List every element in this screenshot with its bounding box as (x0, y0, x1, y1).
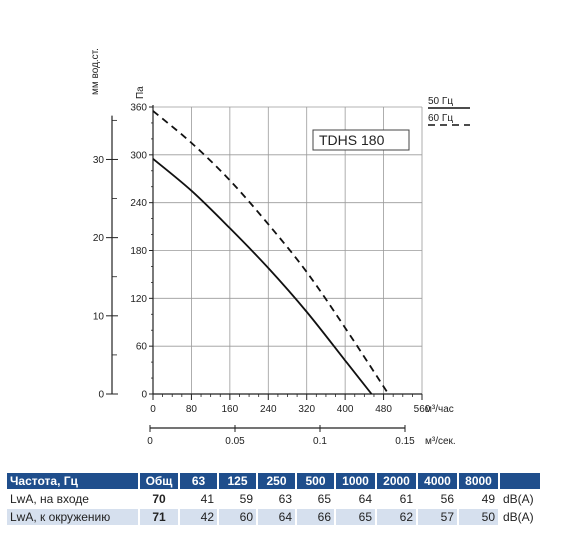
noise-table: Частота, Гц Общ 63 125 250 500 1000 2000… (5, 471, 542, 527)
row-value: 57 (418, 509, 457, 525)
header-250: 250 (258, 473, 295, 489)
x2-tick-label: 0.15 (395, 436, 415, 447)
x-tick-label: 160 (222, 404, 239, 415)
x2-tick-label: 0.1 (313, 436, 327, 447)
x-tick-label: 320 (298, 404, 315, 415)
y-tick-label: 120 (130, 294, 147, 305)
y-tick-label: 360 (130, 103, 147, 114)
row-value: 65 (336, 509, 375, 525)
header-2000: 2000 (377, 473, 416, 489)
curves (152, 110, 390, 395)
row-value: 59 (219, 491, 256, 507)
x2-tick-label: 0 (147, 436, 153, 447)
y-tick-label: 300 (130, 150, 147, 161)
y-tick-label: 0 (141, 390, 147, 401)
row-value: 50 (459, 509, 498, 525)
model-label: TDHS 180 (319, 132, 385, 148)
grid (152, 106, 423, 395)
header-8000: 8000 (459, 473, 498, 489)
x2-axis-title: м³/сек. (425, 436, 456, 447)
header-1000: 1000 (336, 473, 375, 489)
curve-50hz (152, 158, 373, 395)
row-value: 64 (336, 491, 375, 507)
y-axis-title: Па (135, 86, 146, 99)
x-tick-label: 400 (337, 404, 354, 415)
model-label-box (312, 129, 410, 151)
x-tick-label: 560 (414, 404, 431, 415)
legend-label: 50 Гц (428, 96, 453, 107)
x-tick-label: 480 (375, 404, 392, 415)
x-tick-label: 240 (260, 404, 277, 415)
table-header-row: Частота, Гц Общ 63 125 250 500 1000 2000… (7, 473, 540, 489)
header-total: Общ (140, 473, 178, 489)
header-500: 500 (297, 473, 334, 489)
row-unit: dB(A) (503, 510, 534, 524)
row-value: 41 (180, 491, 217, 507)
axes (106, 105, 423, 432)
row-value: 61 (377, 491, 416, 507)
row-value: 64 (258, 509, 295, 525)
header-4000: 4000 (418, 473, 457, 489)
row-value: 42 (180, 509, 217, 525)
y-tick-label: 60 (136, 342, 148, 353)
table-row: LwA, на входе 70 41 59 63 65 64 61 56 49… (7, 491, 540, 507)
x-axis-title: м³/час (425, 404, 454, 415)
row-value: 56 (418, 491, 457, 507)
row-value: 60 (219, 509, 256, 525)
y-tick-label: 180 (130, 246, 147, 257)
header-frequency: Частота, Гц (7, 473, 138, 489)
header-63: 63 (180, 473, 217, 489)
mm-tick-label: 30 (93, 155, 105, 166)
x-tick-label: 80 (186, 404, 198, 415)
row-value: 63 (258, 491, 295, 507)
row-value: 62 (377, 509, 416, 525)
row-value: 66 (297, 509, 334, 525)
row-total: 70 (140, 491, 178, 507)
mm-tick-label: 0 (98, 390, 104, 401)
mm-tick-label: 20 (93, 233, 105, 244)
y-tick-label: 240 (130, 198, 147, 209)
curve-60hz (152, 110, 390, 395)
header-unit (500, 473, 540, 489)
row-value: 65 (297, 491, 334, 507)
x-tick-label: 0 (150, 404, 156, 415)
legend-label: 60 Гц (428, 113, 453, 124)
row-label: LwA, к окружению (7, 509, 138, 525)
table-row: LwA, к окружению 71 42 60 64 66 65 62 57… (7, 509, 540, 525)
mm-tick-label: 10 (93, 311, 105, 322)
row-label: LwA, на входе (7, 491, 138, 507)
header-125: 125 (219, 473, 256, 489)
mm-axis-title: мм вод.ст. (90, 48, 101, 95)
x2-tick-label: 0.05 (225, 436, 245, 447)
row-total: 71 (140, 509, 178, 525)
row-value: 49 (459, 491, 498, 507)
row-unit: dB(A) (503, 492, 534, 506)
